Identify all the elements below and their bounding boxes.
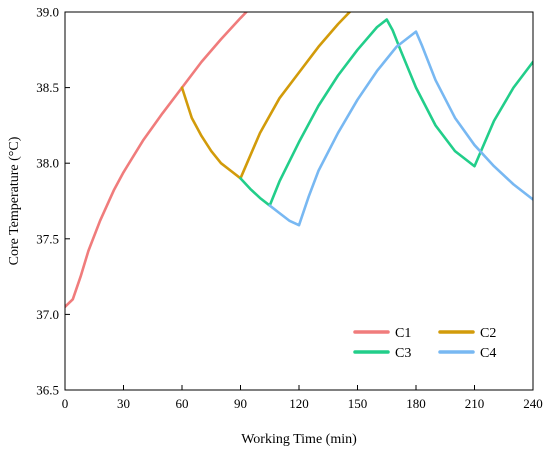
x-tick-label-8: 240: [523, 396, 543, 411]
x-tick-label-4: 120: [289, 396, 309, 411]
series-line-c1: [65, 12, 248, 309]
axis-ticks: 0 30 60 90 120 150 180 210 240 36.5 37.0 37.5 38.0 38…: [36, 5, 543, 412]
x-tick-label-2: 60: [176, 396, 189, 411]
y-tick-label-4: 38.5: [36, 80, 59, 95]
y-tick-label-0: 36.5: [36, 383, 59, 398]
series-line-c4: [268, 30, 533, 227]
x-tick-label-3: 90: [234, 396, 247, 411]
x-tick-label-1: 30: [117, 396, 130, 411]
legend-label-c2: C2: [480, 326, 496, 341]
legend-label-c4: C4: [480, 346, 496, 361]
y-tick-label-1: 37.0: [36, 307, 59, 322]
plot-lines: [65, 12, 533, 309]
legend-label-c1: C1: [395, 326, 411, 341]
legend: C1 C2 C3 C4: [353, 326, 496, 361]
y-tick-label-3: 38.0: [36, 156, 59, 171]
y-tick-label-2: 37.5: [36, 231, 59, 246]
legend-label-c3: C3: [395, 346, 411, 361]
x-tick-label-5: 150: [348, 396, 368, 411]
x-axis-label: Working Time (min): [241, 432, 357, 447]
x-tick-label-0: 0: [62, 396, 69, 411]
series-line-c3: [239, 18, 533, 207]
x-tick-label-6: 180: [406, 396, 426, 411]
plot-frame: [64, 11, 534, 391]
y-axis-label: Core Temperature (°C): [7, 136, 22, 265]
y-tick-label-5: 39.0: [36, 5, 59, 20]
x-tick-label-7: 210: [465, 396, 485, 411]
